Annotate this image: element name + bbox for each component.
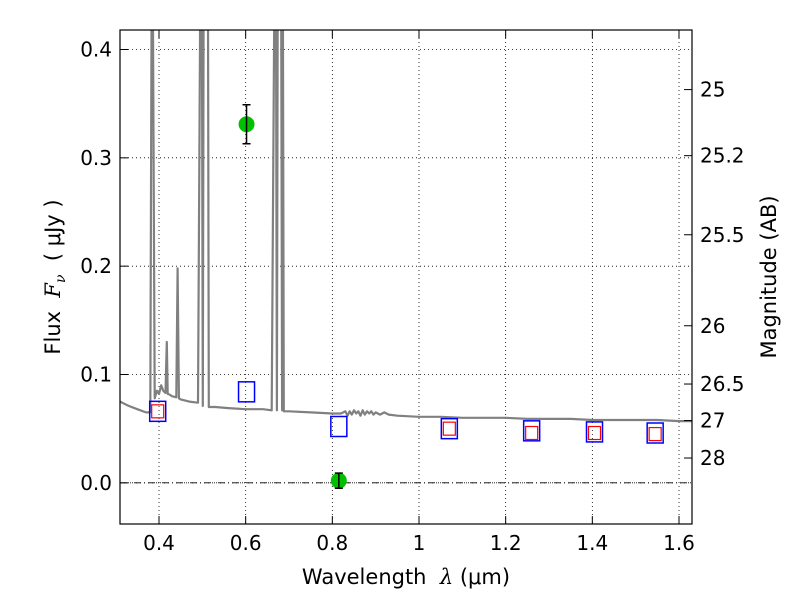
marker-layer (148, 104, 664, 489)
model-photometry-marker (330, 415, 348, 438)
filter-flux-marker (648, 426, 662, 442)
y-axis-right-title: Magnitude (AB) (757, 195, 781, 358)
y-tick-label: 0.3 (80, 146, 112, 170)
y-tick-label: 0.4 (80, 38, 112, 62)
filter-flux-marker (587, 425, 602, 441)
filter-flux-marker (525, 425, 539, 441)
x-tick-label: 0.4 (143, 531, 175, 555)
magnitude-tick-label: 28 (700, 446, 725, 470)
x-axis-title: Wavelength λ (μm) (302, 565, 510, 589)
magnitude-tick-label: 25.5 (700, 223, 745, 247)
model-photometry-marker (440, 417, 459, 440)
spectrum-line (120, 30, 692, 423)
filter-flux-marker (151, 404, 165, 419)
y-axis-title: Flux Fν ( μJy ) (41, 199, 69, 354)
model-photometry-marker (646, 422, 664, 444)
plot-frame (119, 29, 693, 525)
model-photometry-marker (522, 420, 541, 442)
model-photometry-marker (148, 400, 167, 423)
magnitude-tick-label: 27 (700, 409, 725, 433)
y-tick-label: 0.0 (80, 471, 112, 495)
series-layer (120, 30, 692, 423)
model-photometry-marker (237, 381, 256, 403)
x-tick-label: 0.8 (316, 531, 348, 555)
x-tick-label: 1.2 (490, 531, 522, 555)
y-tick-label: 0.1 (80, 363, 112, 387)
magnitude-tick-label: 26 (700, 314, 725, 338)
filter-flux-marker (442, 421, 456, 436)
model-photometry-marker (585, 421, 604, 443)
magnitude-tick-label: 26.5 (700, 372, 745, 396)
x-tick-label: 1 (413, 531, 426, 555)
x-tick-label: 0.6 (230, 531, 262, 555)
x-tick-label: 1.6 (663, 531, 695, 555)
x-tick-label: 1.4 (576, 531, 608, 555)
y-tick-label: 0.2 (80, 254, 112, 278)
tick-layer: 0.4 0.6 0.8 1 1.2 1.4 1.6 0.0 0.1 0.2 0.3 0.4 25 25.2… (80, 30, 745, 555)
magnitude-tick-label: 25.2 (700, 144, 745, 168)
magnitude-tick-label: 25 (700, 78, 725, 102)
